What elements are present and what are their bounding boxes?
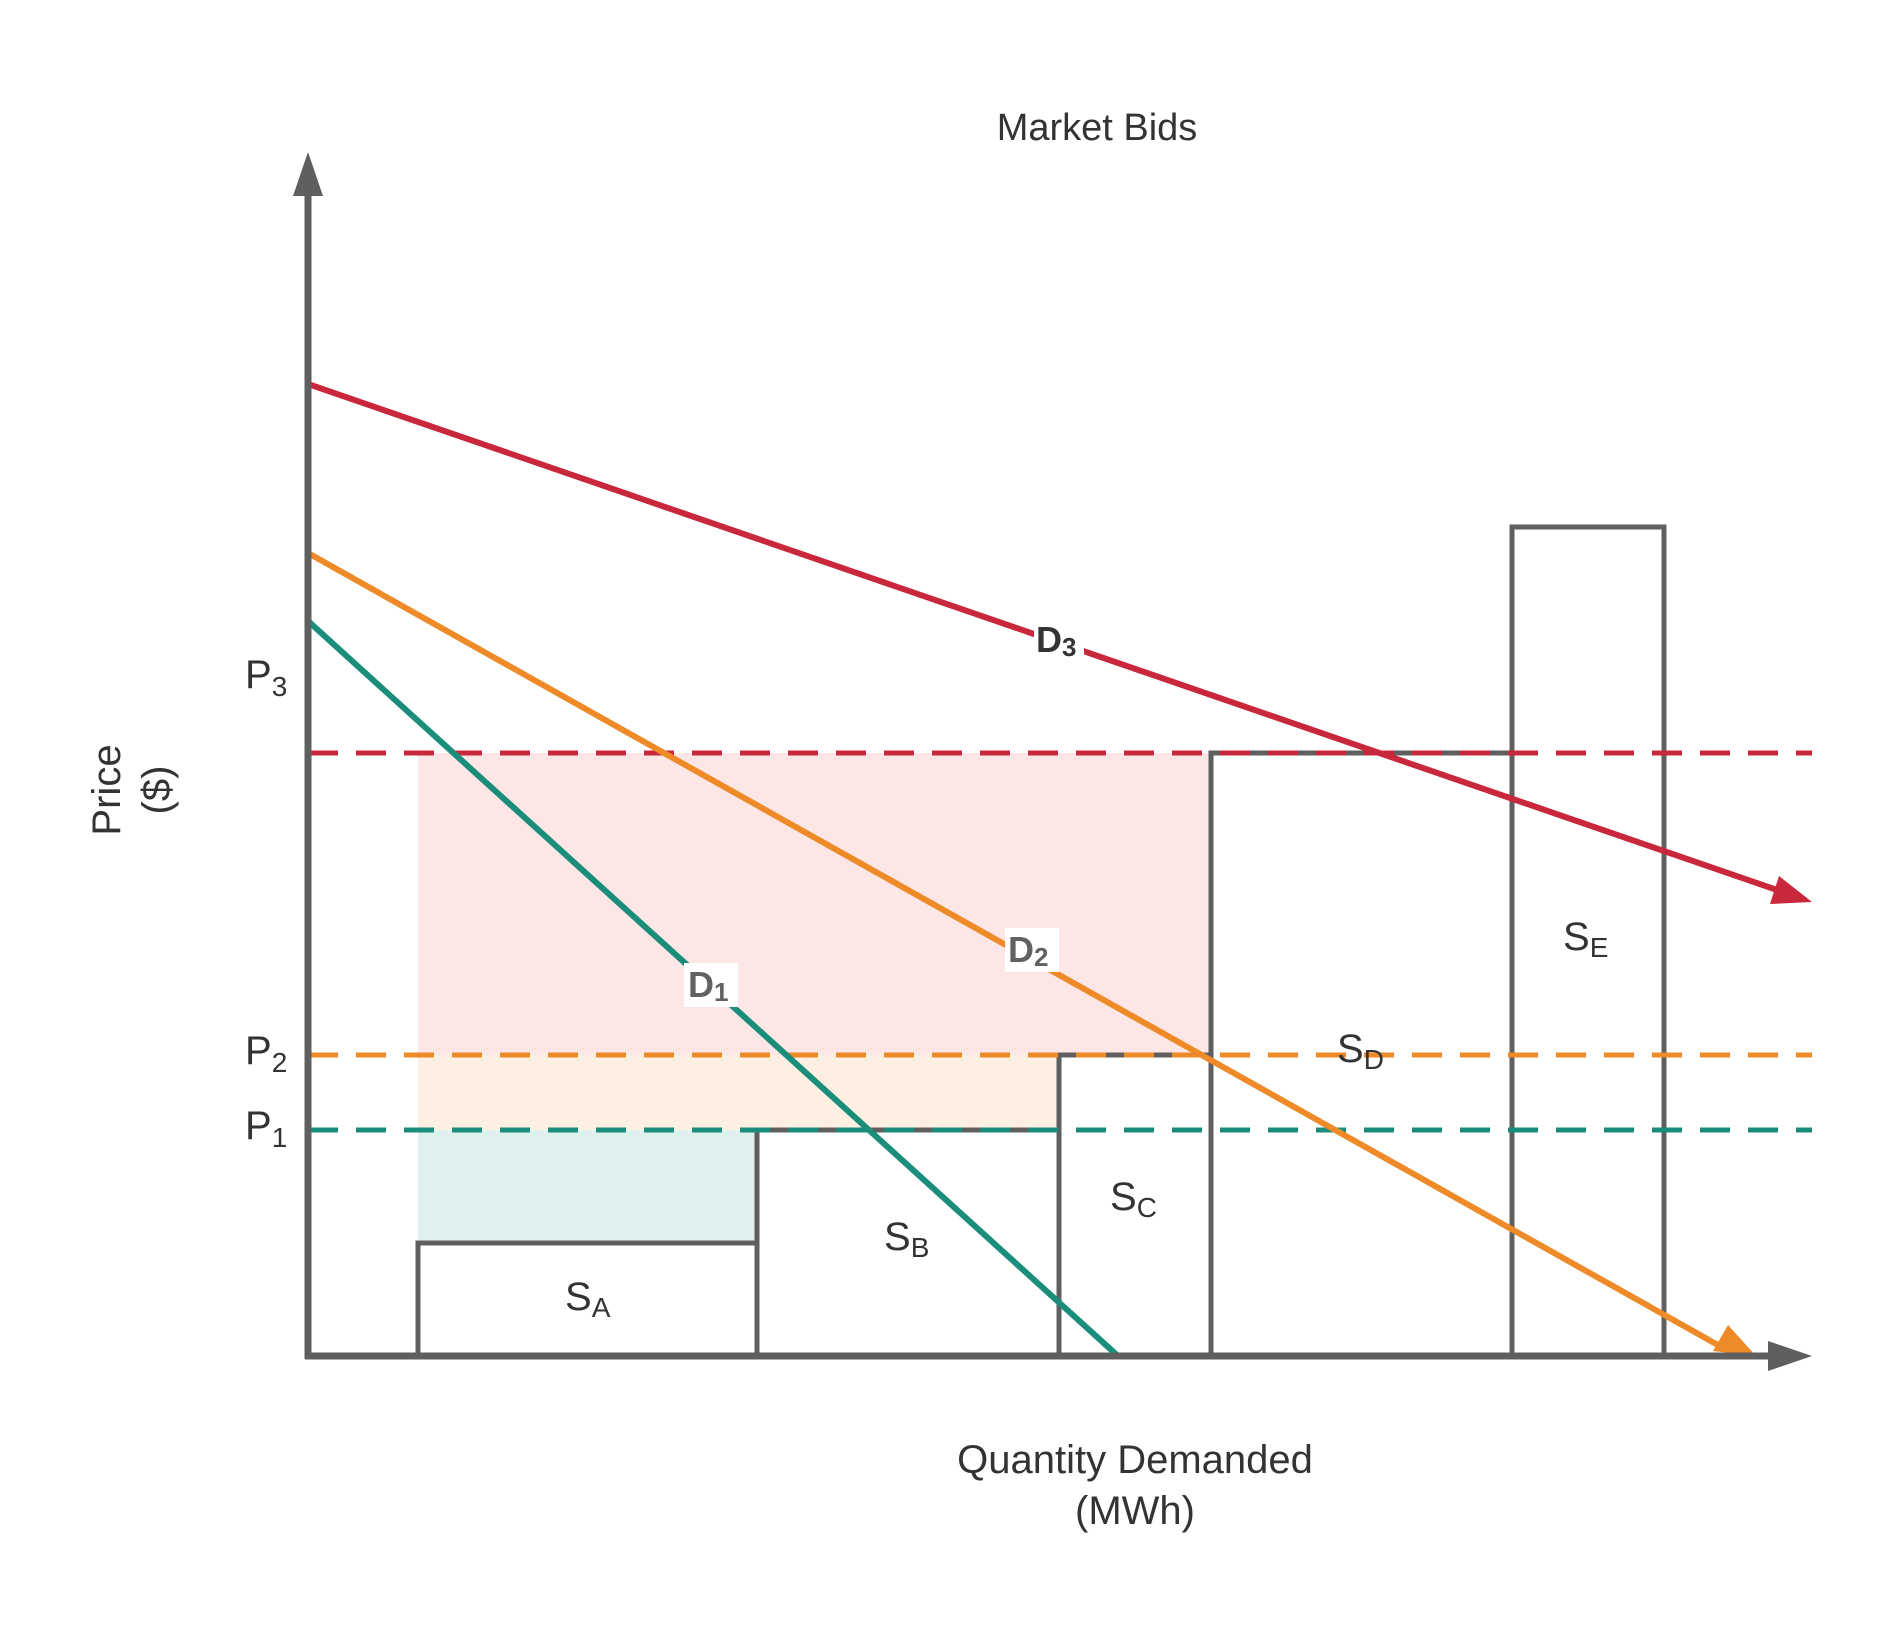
supply-label-e: SE (1563, 915, 1608, 963)
supply-block-e (1509, 524, 1667, 1356)
y-axis-label-line1: Price (85, 744, 129, 835)
demand-label-d1: D1 (688, 964, 728, 1007)
x-axis-label-line2: (MWh) (1075, 1489, 1195, 1533)
surplus-region-p1 (418, 1130, 757, 1243)
demand-label-d3-backdrop (1034, 618, 1084, 662)
x-axis-arrowhead (1768, 1341, 1812, 1371)
surplus-region-p3 (418, 753, 1211, 1055)
chart-title: Market Bids (997, 107, 1198, 149)
demand-label-d2: D2 (1008, 929, 1048, 972)
supply-label-b: SB (884, 1215, 929, 1263)
demand-label-d3: D3 (1036, 619, 1076, 662)
supply-label-a: SA (565, 1275, 611, 1323)
price-label-p2: P2 (245, 1029, 287, 1078)
surplus-region-p2 (418, 1055, 1059, 1130)
demand-arrowhead-d3 (1770, 876, 1812, 904)
demand-arrowhead-d2 (1713, 1325, 1756, 1356)
price-label-p1: P1 (245, 1104, 287, 1153)
x-axis-label-line1: Quantity Demanded (957, 1438, 1313, 1482)
price-label-p3: P3 (245, 653, 287, 702)
y-axis-label-line2: ($) (135, 766, 179, 815)
y-axis-arrowhead (293, 152, 323, 196)
demand-label-d2-backdrop (1005, 928, 1059, 972)
supply-label-c: SC (1110, 1175, 1157, 1223)
supply-label-d: SD (1337, 1027, 1384, 1075)
demand-label-d1-backdrop (684, 963, 738, 1007)
